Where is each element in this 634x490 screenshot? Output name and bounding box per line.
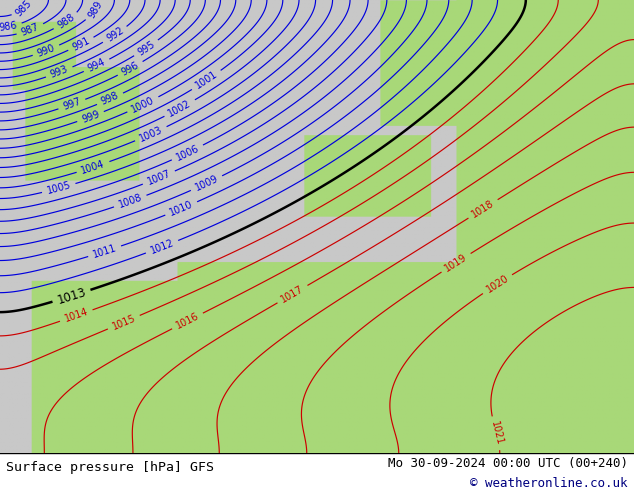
Text: 996: 996 [120,60,141,77]
Text: 1014: 1014 [63,307,89,324]
Text: 1016: 1016 [174,311,201,331]
Text: 1012: 1012 [149,238,176,256]
Text: Mo 30-09-2024 00:00 UTC (00+240): Mo 30-09-2024 00:00 UTC (00+240) [387,457,628,470]
Text: © weatheronline.co.uk: © weatheronline.co.uk [470,477,628,490]
Text: 997: 997 [61,97,82,112]
Text: 986: 986 [0,20,18,33]
Text: 998: 998 [100,91,120,107]
Text: 1015: 1015 [110,313,137,332]
Text: 1004: 1004 [80,159,107,176]
Text: 1002: 1002 [167,98,193,119]
Text: 1013: 1013 [55,285,87,307]
Text: 988: 988 [56,12,76,31]
Text: 991: 991 [70,35,91,53]
Text: 990: 990 [36,43,56,58]
Text: 1017: 1017 [280,284,306,305]
Text: 1000: 1000 [130,95,156,115]
Text: 987: 987 [20,22,41,38]
Text: 1020: 1020 [484,273,510,295]
Text: 989: 989 [86,0,105,20]
Text: 992: 992 [105,25,126,44]
Text: 1003: 1003 [138,124,164,144]
Text: 985: 985 [14,0,34,18]
Text: 1007: 1007 [146,169,172,187]
Text: 1010: 1010 [168,199,195,218]
Text: 1021: 1021 [489,420,504,446]
Text: 1019: 1019 [443,252,469,273]
Text: 999: 999 [81,109,101,124]
Text: Surface pressure [hPa] GFS: Surface pressure [hPa] GFS [6,462,214,474]
Text: 1006: 1006 [174,143,201,162]
Text: 1018: 1018 [470,198,496,220]
Text: 1011: 1011 [91,243,118,260]
Text: 1005: 1005 [46,180,72,196]
Text: 1001: 1001 [193,69,219,91]
Text: 1008: 1008 [117,193,143,210]
Text: 1009: 1009 [193,173,220,193]
Text: 994: 994 [86,57,107,74]
Text: 993: 993 [49,64,70,80]
Text: 995: 995 [136,39,157,57]
